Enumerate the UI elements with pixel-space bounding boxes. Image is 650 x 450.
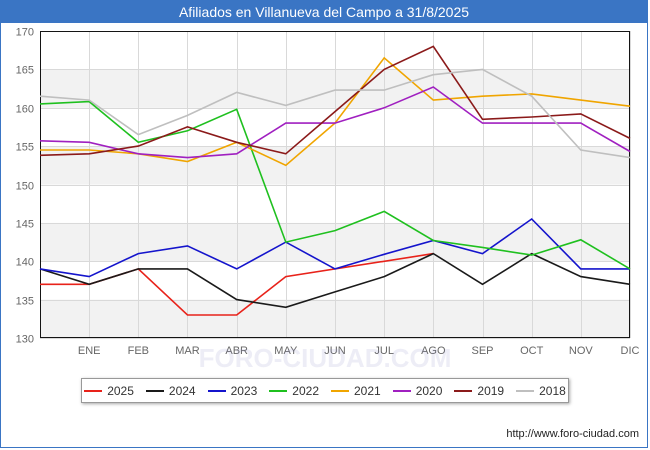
svg-text:165: 165 — [16, 65, 34, 77]
svg-text:150: 150 — [16, 181, 34, 193]
svg-text:140: 140 — [16, 257, 34, 269]
svg-text:155: 155 — [16, 142, 34, 154]
svg-text:170: 170 — [16, 27, 34, 39]
svg-text:145: 145 — [16, 219, 34, 231]
svg-text:160: 160 — [16, 104, 34, 116]
svg-text:135: 135 — [16, 296, 34, 308]
